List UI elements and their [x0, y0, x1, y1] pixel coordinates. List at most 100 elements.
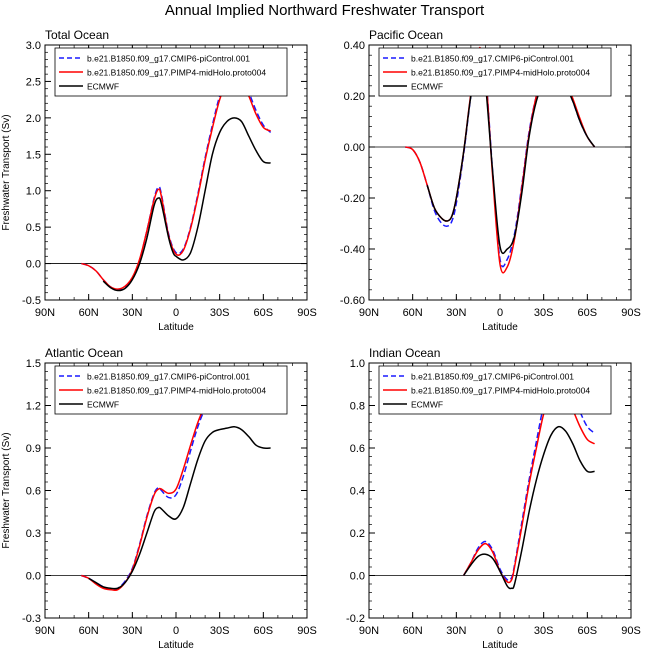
y-tick-label: 3.0	[26, 40, 41, 52]
x-tick-label: 90S	[297, 307, 317, 319]
panel-title: Pacific Ocean	[369, 28, 443, 42]
panel-1: Total Ocean 90N 60N 30N 0 30S 60S 90S -0.5 0.0 0.5…	[1, 28, 317, 333]
x-axis-label: Latitude	[482, 640, 518, 651]
y-tick-label: 0.5	[26, 222, 41, 234]
y-tick-label: 2.5	[26, 76, 41, 88]
legend-entry-label: ECMWF	[87, 400, 119, 410]
plot-frame	[44, 362, 308, 619]
legend-entry-label: ECMWF	[411, 400, 443, 410]
x-tick-label: 30S	[534, 307, 554, 319]
plot-frame	[44, 44, 308, 301]
y-axis-label: Freshwater Transport (Sv)	[1, 432, 12, 548]
y-tick-label: 1.5	[26, 358, 41, 370]
x-tick-label: 0	[173, 625, 179, 637]
x-tick-label: 90S	[621, 625, 641, 637]
y-tick-label: -0.2	[346, 613, 365, 625]
y-tick-label: -0.40	[340, 244, 365, 256]
x-tick-label: 90N	[359, 625, 379, 637]
legend-box	[378, 365, 612, 415]
series-line-2	[462, 387, 595, 584]
y-tick-label: 0.4	[350, 486, 365, 498]
legend-entry-label: b.e21.B1850.f09_g17.CMIP6-piControl.001	[87, 54, 250, 64]
y-tick-label: 1.5	[26, 149, 41, 161]
x-tick-label: 90S	[621, 307, 641, 319]
x-tick-label: 60N	[403, 625, 423, 637]
y-tick-label: 0.0	[26, 571, 41, 583]
y-tick-label: 1.0	[26, 186, 41, 198]
y-tick-label: 0.40	[344, 40, 365, 52]
x-tick-label: 30N	[122, 307, 142, 319]
y-tick-label: 1.0	[350, 358, 365, 370]
x-tick-label: 60N	[79, 625, 99, 637]
panel-4: Indian Ocean 90N 60N 30N 0 30S 60S 90S -0.2 0.0 0.…	[346, 346, 641, 651]
y-tick-label: 0.8	[350, 401, 365, 413]
plot-frame	[368, 44, 632, 301]
x-axis-label: Latitude	[482, 322, 518, 333]
y-tick-label: 0.0	[350, 571, 365, 583]
panel-2: Pacific Ocean 90N 60N 30N 0 30S 60S 90S -0.60 -0.…	[340, 28, 641, 333]
x-tick-label: 90N	[359, 307, 379, 319]
y-tick-label: 2.0	[26, 113, 41, 125]
panel-title: Total Ocean	[45, 28, 109, 42]
x-tick-label: 90N	[35, 625, 55, 637]
legend-box	[54, 47, 288, 97]
x-tick-label: 60S	[254, 307, 274, 319]
x-tick-label: 60S	[578, 307, 598, 319]
legend: b.e21.B1850.f09_g17.CMIP6-piControl.001b…	[378, 47, 612, 97]
y-axis-label: Freshwater Transport (Sv)	[1, 114, 12, 230]
x-tick-label: 90S	[297, 625, 317, 637]
y-tick-label: -0.20	[340, 193, 365, 205]
panel-title: Atlantic Ocean	[45, 346, 123, 360]
x-tick-label: 60S	[578, 625, 598, 637]
x-tick-label: 60S	[254, 625, 274, 637]
series-line-3	[102, 117, 271, 292]
x-tick-label: 60N	[403, 307, 423, 319]
plot-frame	[368, 362, 632, 619]
x-tick-label: 30S	[210, 625, 230, 637]
x-axis-label: Latitude	[158, 322, 194, 333]
x-axis-label: Latitude	[158, 640, 194, 651]
x-tick-label: 0	[497, 625, 503, 637]
legend-box	[54, 365, 288, 415]
y-tick-label: 0.9	[26, 443, 41, 455]
y-tick-label: 0.2	[350, 528, 365, 540]
legend-entry-label: b.e21.B1850.f09_g17.CMIP6-piControl.001	[87, 372, 250, 382]
x-tick-label: 0	[173, 307, 179, 319]
x-tick-label: 0	[497, 307, 503, 319]
series-line-3	[462, 425, 595, 590]
x-tick-label: 30N	[446, 625, 466, 637]
y-tick-label: 0.6	[350, 443, 365, 455]
figure-title: Annual Implied Northward Freshwater Tran…	[164, 2, 485, 19]
legend-entry-label: b.e21.B1850.f09_g17.PIMP4-midHolo.proto0…	[87, 386, 266, 396]
legend: b.e21.B1850.f09_g17.CMIP6-piControl.001b…	[54, 47, 288, 97]
x-tick-label: 90N	[35, 307, 55, 319]
legend-entry-label: b.e21.B1850.f09_g17.PIMP4-midHolo.proto0…	[87, 68, 266, 78]
legend-entry-label: b.e21.B1850.f09_g17.CMIP6-piControl.001	[411, 54, 574, 64]
x-tick-label: 30N	[122, 625, 142, 637]
y-tick-label: 0.6	[26, 486, 41, 498]
y-tick-label: -0.60	[340, 295, 365, 307]
series-line-1	[462, 377, 596, 582]
series-group	[81, 69, 272, 292]
x-tick-label: 30S	[534, 625, 554, 637]
x-tick-label: 30S	[210, 307, 230, 319]
legend: b.e21.B1850.f09_g17.CMIP6-piControl.001b…	[54, 365, 288, 415]
y-tick-label: 0.20	[344, 91, 365, 103]
legend: b.e21.B1850.f09_g17.CMIP6-piControl.001b…	[378, 365, 612, 415]
legend-entry-label: ECMWF	[87, 82, 119, 92]
y-tick-label: -0.5	[22, 295, 41, 307]
y-tick-label: 0.3	[26, 528, 41, 540]
panel-3: Atlantic Ocean 90N 60N 30N 0 30S 60S 90S -0.3 0.0…	[1, 346, 317, 651]
legend-box	[378, 47, 612, 97]
x-tick-label: 30N	[446, 307, 466, 319]
y-tick-label: 0.00	[344, 142, 365, 154]
panel-title: Indian Ocean	[369, 346, 440, 360]
legend-entry-label: ECMWF	[411, 82, 443, 92]
y-tick-label: 0.0	[26, 259, 41, 271]
y-tick-label: 1.2	[26, 401, 41, 413]
legend-entry-label: b.e21.B1850.f09_g17.PIMP4-midHolo.proto0…	[411, 68, 590, 78]
series-line-3	[88, 425, 271, 590]
legend-entry-label: b.e21.B1850.f09_g17.PIMP4-midHolo.proto0…	[411, 386, 590, 396]
series-line-1	[81, 383, 271, 591]
